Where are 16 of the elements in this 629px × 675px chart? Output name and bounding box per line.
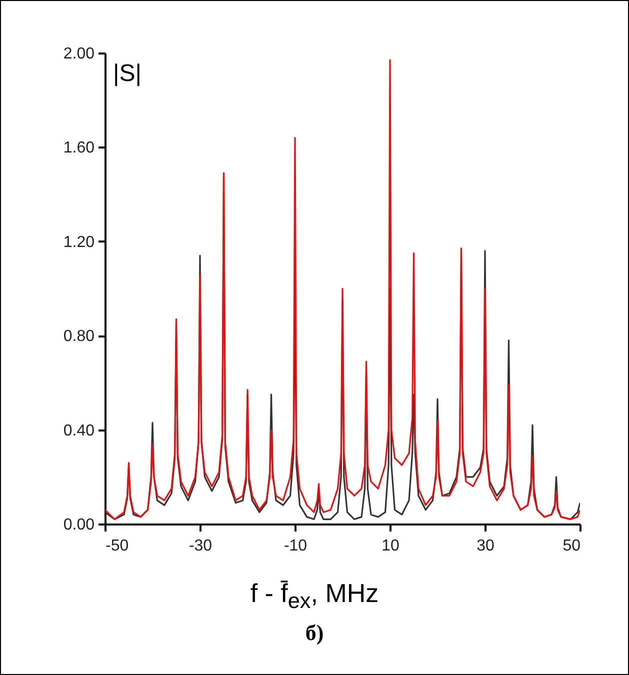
x-tick-label: 30: [476, 538, 494, 554]
y-tick-label: 1.60: [63, 140, 95, 157]
y-tick-label: 0.00: [63, 516, 95, 534]
y-axis-title: |S|: [113, 60, 142, 88]
y-tick-label: 2.00: [63, 46, 95, 62]
line-series: [105, 59, 580, 520]
x-tick-label: -10: [284, 538, 308, 554]
x-axis-title: f - f̄$_{ex}$, MHz: [249, 578, 380, 614]
y-tick-label: 0.40: [63, 422, 95, 440]
y-tick-label: 0.80: [63, 328, 95, 346]
text: б): [304, 620, 325, 646]
y-tick-label: 1.20: [63, 234, 95, 251]
x-tick-label: -50: [106, 538, 129, 554]
x-tick-label: -30: [188, 538, 212, 554]
x-tick-label: 10: [382, 538, 400, 554]
x-tick-label: 50: [562, 538, 581, 554]
